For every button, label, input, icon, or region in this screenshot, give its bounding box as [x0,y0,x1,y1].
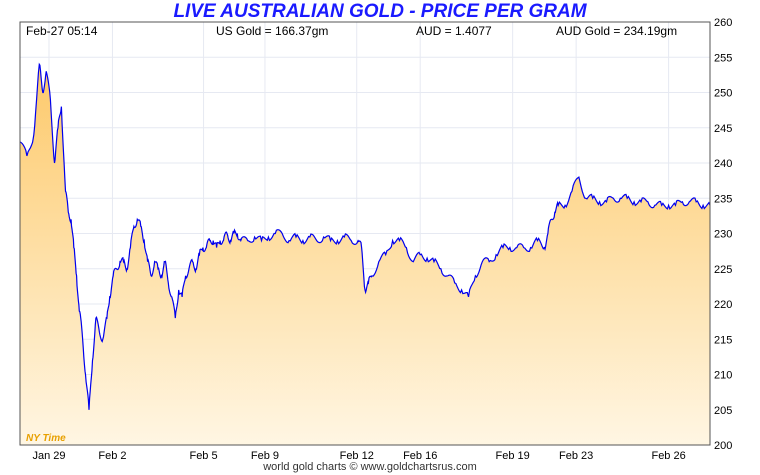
header-datetime: Feb-27 05:14 [26,24,98,38]
plot-frame [19,21,711,446]
y-tick-label: 215 [714,334,732,346]
y-tick-label: 240 [714,158,732,170]
chart-title: LIVE AUSTRALIAN GOLD - PRICE PER GRAM [173,1,587,22]
y-tick-label: 230 [714,229,732,241]
x-tick-label: Feb 2 [98,450,126,462]
price-area [20,64,710,446]
y-axis: 200 205 210 215 220 225 230 235 240 245 250 255 260 [714,17,732,452]
x-tick-label: Feb 9 [251,450,279,462]
x-tick-label: Feb 12 [340,450,374,462]
y-tick-label: 220 [714,299,732,311]
x-tick-label: Feb 5 [189,450,217,462]
y-tick-label: 245 [714,123,732,135]
y-tick-label: 225 [714,264,732,276]
timezone-note: NY Time [26,433,66,444]
header-us-gold: US Gold = 166.37gm [216,24,328,38]
chart-footer: world gold charts © www.goldchartsrus.co… [263,461,477,473]
x-axis: Jan 29 Feb 2 Feb 5 Feb 9 Feb 12 Feb 16 Feb 19 F… [32,450,685,462]
y-tick-label: 235 [714,193,732,205]
y-tick-label: 260 [714,17,732,29]
header-aud-rate: AUD = 1.4077 [416,24,492,38]
x-tick-label: Feb 26 [651,450,685,462]
x-tick-label: Feb 16 [403,450,437,462]
y-tick-label: 255 [714,52,732,64]
y-tick-label: 250 [714,88,732,100]
y-tick-label: 200 [714,440,732,452]
y-tick-label: 205 [714,405,732,417]
x-tick-label: Feb 23 [559,450,593,462]
x-tick-label: Jan 29 [32,450,65,462]
y-tick-label: 210 [714,370,732,382]
x-tick-label: Feb 19 [496,450,530,462]
header-aud-gold: AUD Gold = 234.19gm [556,24,677,38]
price-line [19,62,711,410]
